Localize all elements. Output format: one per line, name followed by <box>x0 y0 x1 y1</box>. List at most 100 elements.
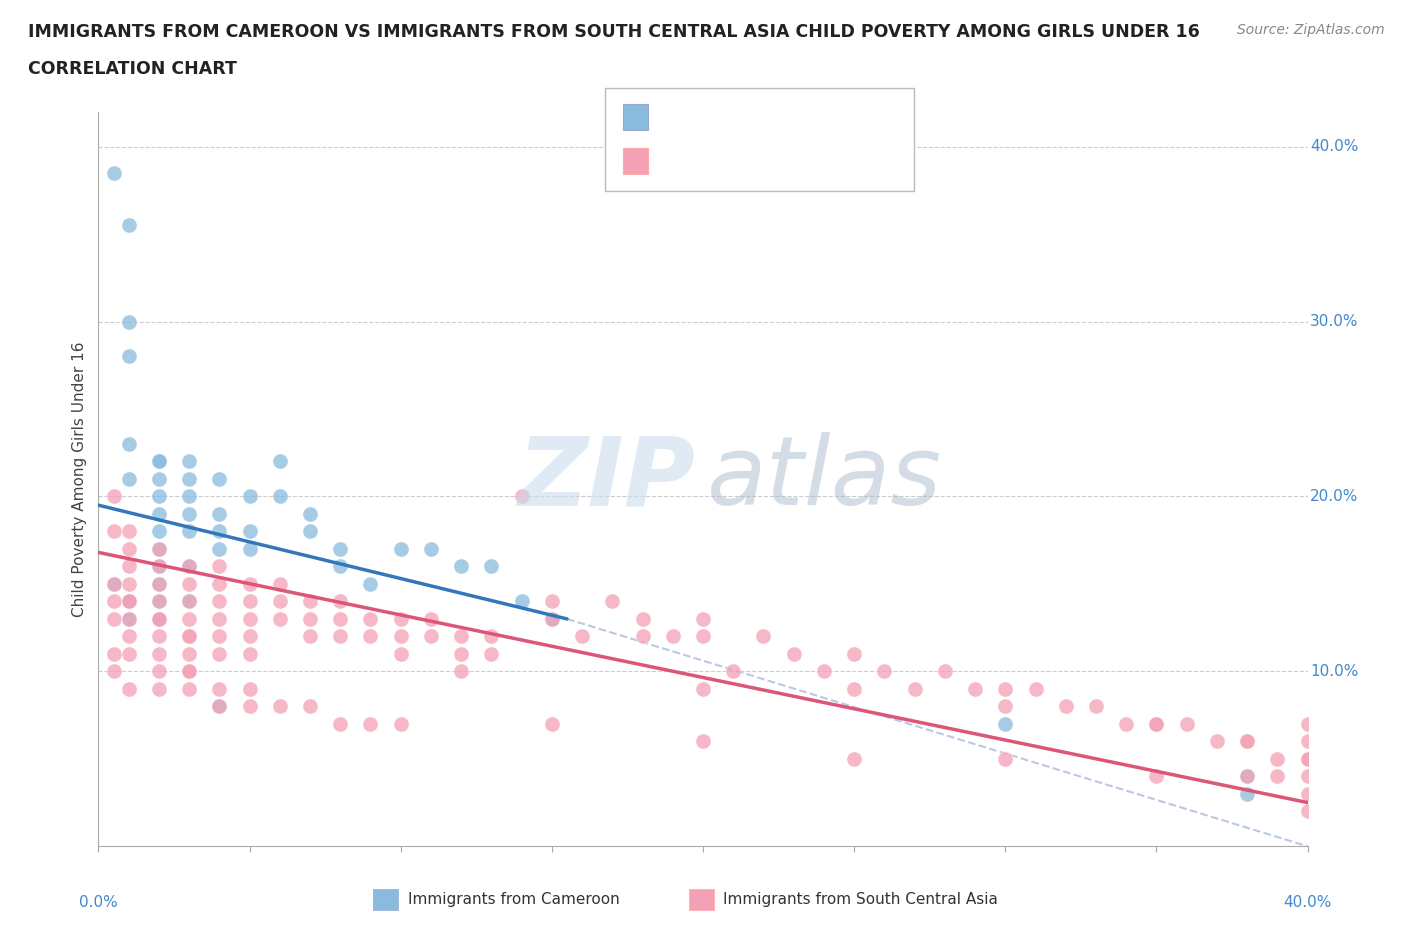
Point <box>360 716 382 731</box>
Point <box>208 611 231 626</box>
Text: ZIP: ZIP <box>517 432 695 525</box>
Point <box>329 541 352 556</box>
Point <box>389 716 412 731</box>
Point <box>208 541 231 556</box>
Point <box>1236 769 1258 784</box>
Point <box>1115 716 1137 731</box>
Point <box>1144 716 1167 731</box>
Point <box>389 629 412 644</box>
Point <box>269 577 291 591</box>
Point <box>148 559 170 574</box>
Point <box>179 682 201 697</box>
Point <box>269 489 291 504</box>
Point <box>450 559 472 574</box>
Point <box>239 646 262 661</box>
Point <box>1206 734 1229 749</box>
Point <box>118 472 141 486</box>
Point <box>239 541 262 556</box>
Point <box>540 716 562 731</box>
Point <box>965 682 987 697</box>
Point <box>994 699 1017 714</box>
Point <box>1236 769 1258 784</box>
Point <box>148 472 170 486</box>
Point <box>179 629 201 644</box>
Point <box>148 594 170 609</box>
Point <box>299 629 322 644</box>
Point <box>103 577 125 591</box>
Text: CORRELATION CHART: CORRELATION CHART <box>28 60 238 78</box>
Point <box>389 611 412 626</box>
Text: 0.0%: 0.0% <box>79 896 118 910</box>
Point <box>692 682 714 697</box>
Point <box>208 682 231 697</box>
Point <box>118 594 141 609</box>
Point <box>1236 734 1258 749</box>
Point <box>1085 699 1108 714</box>
Point <box>420 541 443 556</box>
Point <box>118 349 141 364</box>
Point <box>239 524 262 538</box>
Point <box>1296 804 1319 818</box>
Point <box>103 646 125 661</box>
Point <box>420 611 443 626</box>
Point <box>571 629 593 644</box>
Point <box>934 664 956 679</box>
Point <box>148 541 170 556</box>
Point <box>329 716 352 731</box>
Point <box>118 611 141 626</box>
Point <box>179 646 201 661</box>
Point <box>481 559 503 574</box>
Point <box>873 664 896 679</box>
Point <box>269 594 291 609</box>
Point <box>1054 699 1077 714</box>
Point <box>179 629 201 644</box>
Point <box>661 629 683 644</box>
Point <box>1024 682 1046 697</box>
Point <box>299 699 322 714</box>
Point <box>813 664 835 679</box>
Point <box>1296 787 1319 802</box>
Point <box>148 611 170 626</box>
Point <box>692 611 714 626</box>
Point <box>239 611 262 626</box>
Point <box>239 699 262 714</box>
Point <box>269 454 291 469</box>
Point <box>148 577 170 591</box>
Point <box>118 314 141 329</box>
Point <box>299 524 322 538</box>
Point <box>692 734 714 749</box>
Point <box>103 166 125 180</box>
Point <box>540 611 562 626</box>
Point <box>329 594 352 609</box>
Point <box>360 611 382 626</box>
Y-axis label: Child Poverty Among Girls Under 16: Child Poverty Among Girls Under 16 <box>72 341 87 617</box>
Point <box>239 629 262 644</box>
Point <box>148 611 170 626</box>
Point <box>179 559 201 574</box>
Point <box>148 682 170 697</box>
Point <box>148 541 170 556</box>
Point <box>540 594 562 609</box>
Point <box>118 559 141 574</box>
Point <box>118 594 141 609</box>
Point <box>179 594 201 609</box>
Point <box>450 646 472 661</box>
Point <box>1296 769 1319 784</box>
Point <box>844 751 866 766</box>
Point <box>1296 716 1319 731</box>
Point <box>1296 751 1319 766</box>
Point <box>118 577 141 591</box>
Point <box>208 524 231 538</box>
Point <box>148 524 170 538</box>
Point <box>450 664 472 679</box>
Point <box>299 611 322 626</box>
Point <box>631 629 654 644</box>
Point <box>103 664 125 679</box>
Point <box>1144 769 1167 784</box>
Text: R =  -0.481   N = 125: R = -0.481 N = 125 <box>659 152 869 170</box>
Point <box>299 507 322 522</box>
Point <box>329 611 352 626</box>
Point <box>208 629 231 644</box>
Point <box>1175 716 1198 731</box>
Text: Immigrants from Cameroon: Immigrants from Cameroon <box>408 892 620 907</box>
